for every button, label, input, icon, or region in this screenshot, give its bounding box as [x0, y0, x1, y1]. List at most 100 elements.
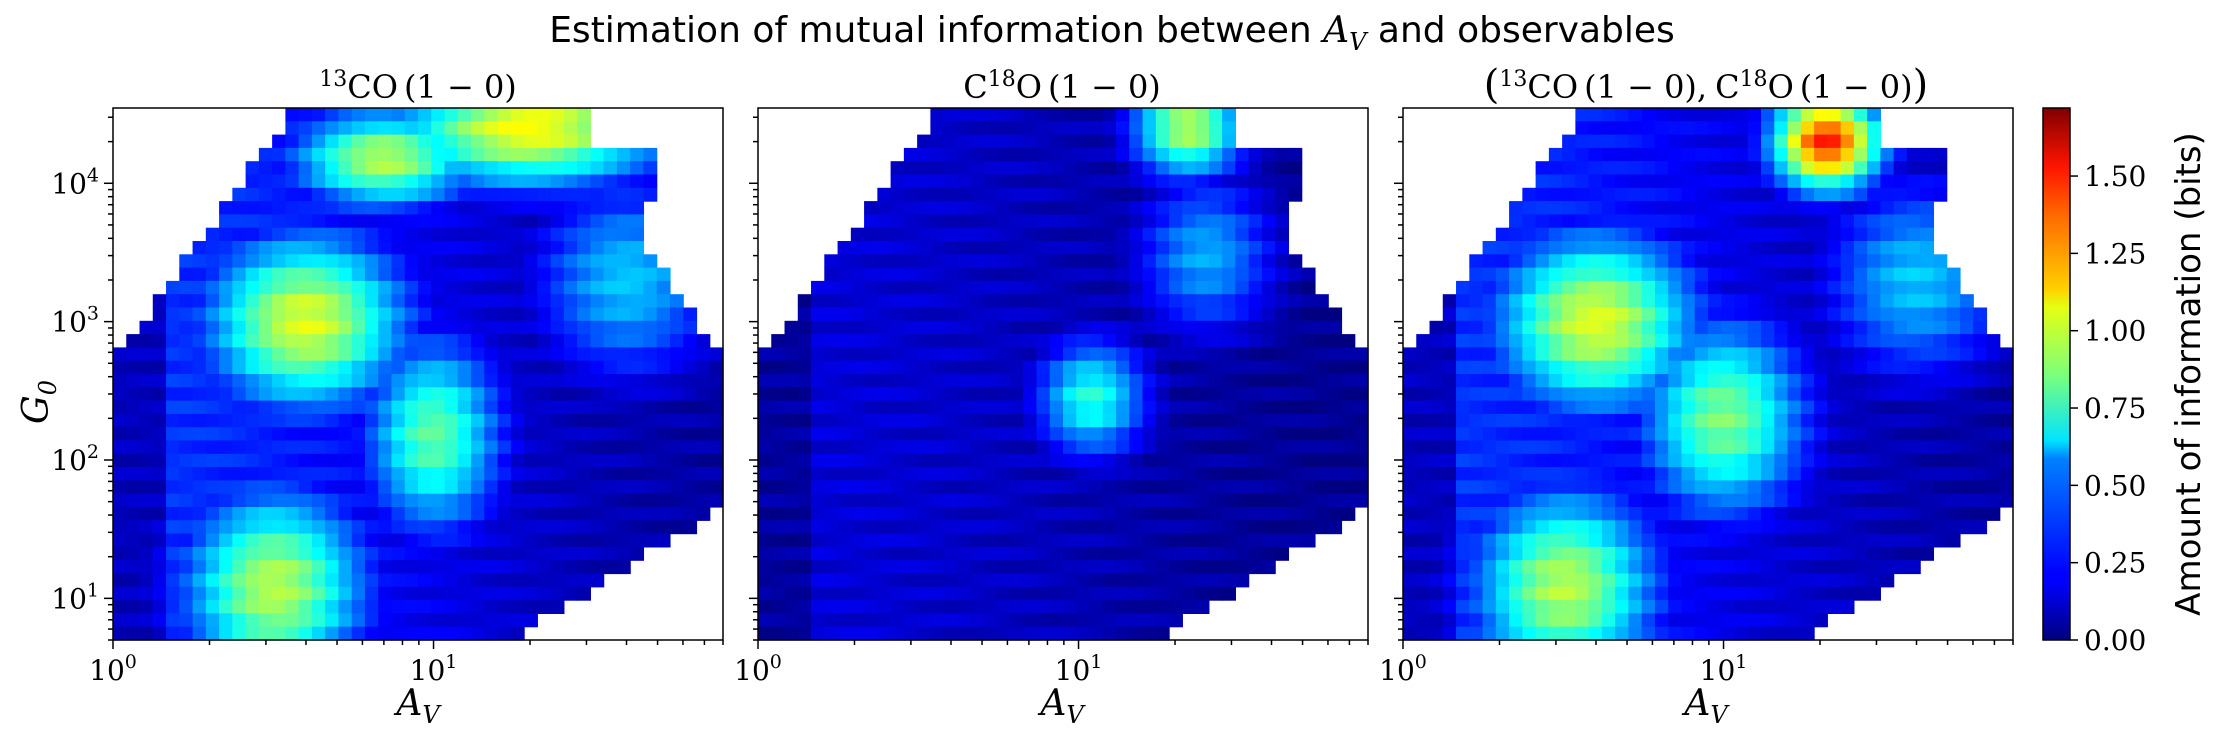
heatmap-cell [418, 227, 432, 242]
heatmap-cell [577, 227, 591, 242]
heatmap-cell [1116, 374, 1130, 388]
heatmap-cell [1288, 174, 1303, 189]
heatmap-cell [1893, 347, 1908, 362]
heatmap-cell [457, 467, 472, 481]
heatmap-cell [1195, 573, 1210, 588]
heatmap-cell [1694, 134, 1709, 149]
heatmap-cell [285, 280, 300, 295]
heatmap-cell [1009, 427, 1024, 442]
heatmap-cell [166, 507, 180, 521]
heatmap-cell [1906, 520, 1921, 535]
heatmap-cell [1155, 533, 1170, 548]
heatmap-cell [192, 546, 207, 561]
heatmap-cell [956, 161, 971, 176]
heatmap-cell [1787, 427, 1802, 442]
heatmap-cell [1893, 227, 1908, 242]
x-tick-label: 101 [1055, 651, 1103, 687]
heatmap-cell [1615, 134, 1630, 149]
heatmap-cell [1495, 320, 1510, 335]
heatmap-cell [524, 560, 538, 575]
heatmap-cell [1893, 267, 1908, 282]
panel-title-13co: 13CO (1 − 0) [319, 67, 517, 106]
heatmap-cell [1668, 280, 1683, 295]
heatmap-cell [1840, 187, 1855, 202]
heatmap-cell [457, 600, 472, 614]
heatmap-panel-13co [113, 108, 724, 641]
heatmap-cell [126, 360, 141, 375]
heatmap-cell [179, 467, 194, 481]
heatmap-cell [996, 134, 1011, 149]
heatmap-cell [1222, 493, 1236, 508]
heatmap-cell [1588, 440, 1603, 455]
heatmap-cell [391, 586, 406, 601]
heatmap-cell [1482, 413, 1497, 428]
heatmap-cell [179, 520, 194, 535]
heatmap-cell [956, 400, 971, 415]
heatmap-cell [1142, 520, 1157, 535]
heatmap-cell [1036, 600, 1051, 614]
heatmap-cell [232, 294, 247, 309]
heatmap-cell [1575, 573, 1590, 588]
heatmap-cell [510, 134, 525, 149]
heatmap-cell [1063, 467, 1077, 481]
heatmap-cell [970, 613, 985, 628]
heatmap-cell [285, 586, 300, 601]
heatmap-cell [391, 560, 406, 575]
heatmap-cell [771, 626, 786, 641]
heatmap-cell [771, 493, 786, 508]
heatmap-cell [311, 507, 326, 521]
heatmap-cell [1169, 147, 1183, 162]
heatmap-cell [311, 400, 326, 415]
heatmap-cell [903, 174, 918, 189]
heatmap-cell [1469, 546, 1484, 561]
heatmap-cell [656, 413, 671, 428]
heatmap-cell [877, 573, 892, 588]
heatmap-cell [364, 440, 379, 455]
heatmap-cell [1654, 187, 1669, 202]
heatmap-cell [1248, 334, 1263, 348]
heatmap-cell [1169, 586, 1183, 601]
heatmap-cell [338, 374, 353, 388]
heatmap-cell [1469, 520, 1484, 535]
heatmap-cell [1641, 586, 1656, 601]
heatmap-cell [311, 121, 326, 136]
heatmap-cell [1495, 374, 1510, 388]
heatmap-cell [219, 507, 233, 521]
heatmap-cell [917, 626, 931, 641]
heatmap-cell [1261, 560, 1276, 575]
heatmap-cell [1654, 161, 1669, 176]
heatmap-cell [1946, 453, 1961, 468]
heatmap-cell [219, 267, 233, 282]
heatmap-cell [1548, 227, 1563, 242]
heatmap-cell [338, 227, 353, 242]
heatmap-cell [152, 626, 167, 641]
heatmap-cell [970, 267, 985, 282]
heatmap-cell [903, 214, 918, 229]
heatmap-cell [338, 427, 353, 442]
heatmap-cell [1208, 241, 1223, 255]
heatmap-cell [1102, 400, 1117, 415]
heatmap-cell [1615, 560, 1630, 575]
heatmap-cell [616, 387, 631, 402]
heatmap-cell [837, 600, 852, 614]
heatmap-cell [1155, 400, 1170, 415]
heatmap-cell [1429, 613, 1444, 628]
heatmap-cell [1509, 453, 1523, 468]
heatmap-cell [643, 187, 658, 202]
heatmap-cell [1959, 334, 1974, 348]
heatmap-cell [391, 427, 406, 442]
heatmap-cell [1288, 467, 1303, 481]
heatmap-cell [1734, 573, 1749, 588]
heatmap-cell [1235, 241, 1250, 255]
heatmap-cell [1708, 600, 1722, 614]
heatmap-cell [1588, 600, 1603, 614]
heatmap-cell [903, 600, 918, 614]
heatmap-cell [1129, 467, 1144, 481]
heatmap-cell [1155, 360, 1170, 375]
heatmap-cell [338, 453, 353, 468]
heatmap-cell [1867, 254, 1881, 269]
heatmap-cell [1222, 147, 1236, 162]
heatmap-cell [1328, 374, 1343, 388]
heatmap-cell [811, 533, 825, 548]
heatmap-cell [471, 214, 485, 229]
